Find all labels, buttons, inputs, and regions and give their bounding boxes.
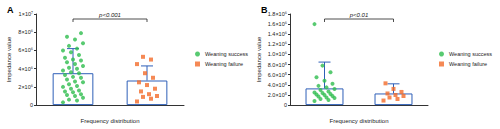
svg-text:Weaning failure: Weaning failure [449,61,487,67]
svg-text:1×10⁷: 1×10⁷ [19,11,33,17]
svg-text:8×10⁶: 8×10⁶ [18,29,33,35]
svg-text:Weaning failure: Weaning failure [205,61,243,67]
svg-text:6.0×10⁵: 6.0×10⁵ [268,72,287,78]
svg-text:A: A [7,5,14,15]
svg-text:4×10⁶: 4×10⁶ [18,66,33,72]
svg-text:p<0.01: p<0.01 [349,12,369,18]
svg-text:8.0×10⁵: 8.0×10⁵ [268,62,287,68]
svg-text:p<0.001: p<0.001 [98,12,121,18]
svg-text:Frequency distribution: Frequency distribution [80,118,139,124]
svg-text:Weaning success: Weaning success [449,51,492,57]
svg-text:4.0×10⁵: 4.0×10⁵ [268,82,287,88]
svg-text:Weaning success: Weaning success [205,51,248,57]
svg-text:Impedance value: Impedance value [6,36,12,82]
svg-text:Impedance value: Impedance value [256,36,262,82]
svg-text:1.6×10⁶: 1.6×10⁶ [268,21,287,27]
svg-text:1.8×10⁶: 1.8×10⁶ [268,11,287,17]
svg-text:1.0×10⁶: 1.0×10⁶ [268,51,287,57]
svg-text:1.4×10⁶: 1.4×10⁶ [268,31,287,37]
svg-text:2×10⁶: 2×10⁶ [18,84,33,90]
svg-text:2.0×10⁵: 2.0×10⁵ [268,92,287,98]
svg-text:0: 0 [30,102,33,108]
svg-text:B: B [261,5,268,15]
svg-text:0: 0 [284,102,287,108]
svg-text:1.2×10⁶: 1.2×10⁶ [268,41,287,47]
svg-text:6×10⁶: 6×10⁶ [18,47,33,53]
svg-text:Frequency distribution: Frequency distribution [329,118,388,124]
